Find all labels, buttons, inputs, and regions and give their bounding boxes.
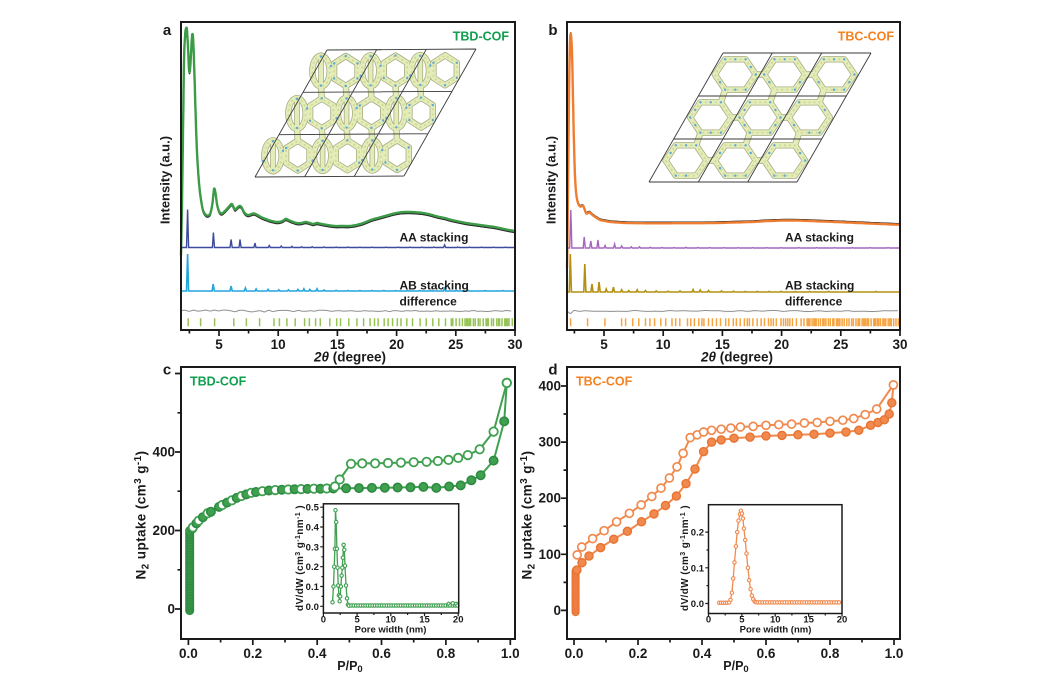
svg-text:dV/dW (cm3 g-1nm-1 ): dV/dW (cm3 g-1nm-1 )	[295, 505, 306, 611]
svg-text:25: 25	[448, 337, 464, 352]
svg-text:d: d	[548, 362, 557, 379]
svg-text:Pore width (nm): Pore width (nm)	[740, 625, 812, 636]
svg-text:100: 100	[538, 547, 561, 562]
svg-text:a: a	[163, 22, 172, 39]
svg-text:0: 0	[553, 603, 561, 618]
svg-text:0.6: 0.6	[757, 646, 776, 661]
svg-text:0.2: 0.2	[691, 528, 704, 539]
svg-text:1.0: 1.0	[501, 646, 520, 661]
svg-text:5: 5	[739, 615, 745, 626]
svg-text:20: 20	[774, 337, 789, 352]
svg-text:200: 200	[538, 491, 561, 506]
svg-text:0.0: 0.0	[565, 646, 584, 661]
svg-text:0.2: 0.2	[306, 562, 319, 573]
svg-text:15: 15	[419, 615, 430, 626]
svg-text:Pore width (nm): Pore width (nm)	[355, 625, 427, 636]
svg-text:0.2: 0.2	[629, 646, 648, 661]
svg-text:0.1: 0.1	[691, 563, 705, 574]
svg-text:difference: difference	[785, 295, 843, 309]
svg-text:0.4: 0.4	[306, 523, 320, 534]
svg-text:2θ (degree): 2θ (degree)	[313, 350, 386, 365]
svg-text:10: 10	[271, 337, 286, 352]
svg-text:0: 0	[167, 602, 175, 617]
svg-text:TBC-COF: TBC-COF	[838, 30, 895, 44]
svg-text:Intensity (a.u.): Intensity (a.u.)	[544, 136, 559, 224]
svg-text:0.3: 0.3	[306, 542, 319, 553]
svg-text:P/P0: P/P0	[337, 659, 362, 673]
svg-text:15: 15	[803, 615, 814, 626]
svg-text:Intensity (a.u.): Intensity (a.u.)	[158, 136, 173, 224]
svg-text:30: 30	[892, 337, 907, 352]
svg-text:TBC-COF: TBC-COF	[576, 375, 633, 389]
svg-text:0.0: 0.0	[179, 646, 198, 661]
svg-text:P/P0: P/P0	[723, 659, 748, 673]
svg-text:0.5: 0.5	[306, 503, 320, 514]
svg-text:1.0: 1.0	[885, 646, 904, 661]
svg-text:c: c	[163, 362, 171, 379]
svg-text:0.4: 0.4	[693, 646, 712, 661]
svg-text:25: 25	[833, 337, 849, 352]
svg-text:dV/dW (cm3 g-1nm-1 ): dV/dW (cm3 g-1nm-1 )	[680, 505, 691, 611]
svg-text:AB stacking: AB stacking	[400, 279, 469, 293]
svg-text:0.0: 0.0	[691, 599, 704, 610]
svg-text:200: 200	[152, 523, 175, 538]
svg-text:5: 5	[215, 337, 223, 352]
svg-text:10: 10	[386, 615, 397, 626]
svg-text:2θ (degree): 2θ (degree)	[700, 350, 773, 365]
svg-text:AB stacking: AB stacking	[785, 279, 854, 293]
svg-text:difference: difference	[400, 295, 458, 309]
svg-text:0.8: 0.8	[821, 646, 840, 661]
svg-text:400: 400	[538, 379, 561, 394]
svg-text:20: 20	[837, 615, 848, 626]
svg-text:15: 15	[330, 337, 346, 352]
svg-text:TBD-COF: TBD-COF	[453, 30, 510, 44]
svg-text:0: 0	[706, 615, 711, 626]
svg-text:10: 10	[656, 337, 671, 352]
svg-text:0.0: 0.0	[306, 602, 319, 613]
svg-text:10: 10	[770, 615, 781, 626]
svg-text:5: 5	[354, 615, 360, 626]
svg-text:20: 20	[453, 615, 464, 626]
svg-text:20: 20	[389, 337, 404, 352]
svg-text:0.1: 0.1	[306, 582, 320, 593]
svg-text:400: 400	[152, 445, 175, 460]
svg-text:0.8: 0.8	[437, 646, 456, 661]
svg-text:0.2: 0.2	[243, 646, 262, 661]
svg-text:0: 0	[321, 615, 326, 626]
svg-text:TBD-COF: TBD-COF	[190, 375, 247, 389]
svg-text:15: 15	[715, 337, 731, 352]
svg-text:0.4: 0.4	[308, 646, 327, 661]
svg-text:b: b	[548, 22, 557, 39]
svg-text:AA stacking: AA stacking	[785, 231, 854, 245]
svg-text:30: 30	[507, 337, 522, 352]
svg-text:5: 5	[600, 337, 608, 352]
svg-text:0.6: 0.6	[372, 646, 391, 661]
svg-text:AA stacking: AA stacking	[400, 231, 469, 245]
svg-text:300: 300	[538, 435, 561, 450]
